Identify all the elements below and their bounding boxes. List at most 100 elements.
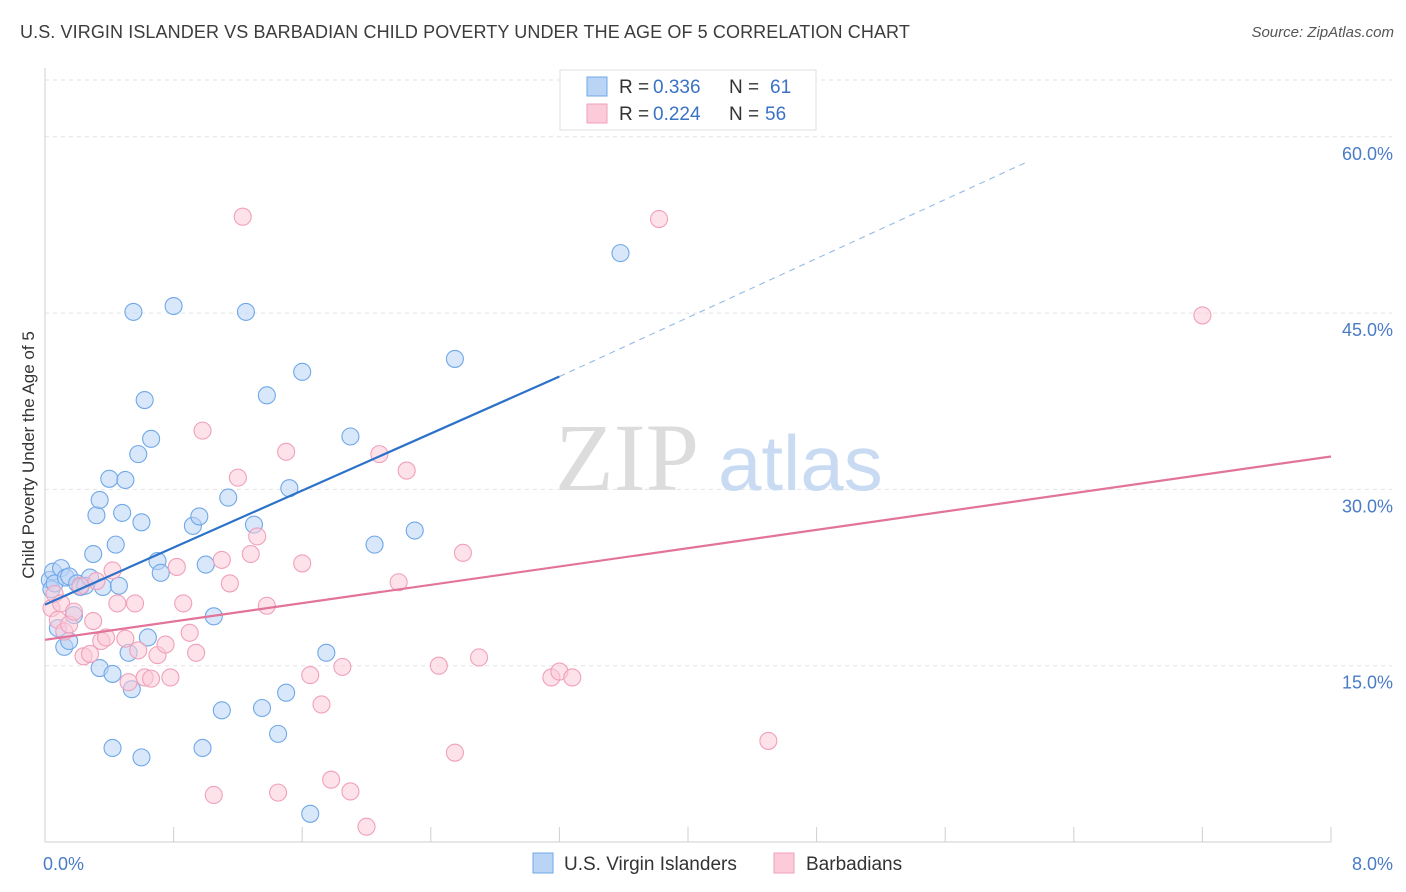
point-barbadian: [167, 557, 186, 577]
point-virgin-islander: [103, 738, 122, 758]
point-virgin-islander: [190, 507, 209, 526]
point-barbadian: [119, 673, 138, 692]
point-virgin-islander: [277, 683, 296, 702]
point-barbadian: [125, 594, 145, 613]
point-barbadian: [180, 623, 199, 642]
watermark-zip: ZIP: [555, 404, 699, 511]
point-barbadian: [142, 669, 161, 688]
point-barbadian: [429, 656, 448, 675]
legend-r-label: R =: [619, 104, 649, 125]
bottom-legend-label-virgin: U.S. Virgin Islanders: [564, 854, 737, 875]
point-barbadian: [1193, 306, 1212, 325]
point-barbadian: [248, 527, 267, 546]
point-barbadian: [312, 695, 331, 714]
point-virgin-islander: [84, 544, 103, 564]
trend-line-virgin-islander-extension: [559, 162, 1026, 378]
point-barbadian: [129, 641, 148, 660]
point-virgin-islander: [257, 386, 276, 405]
point-virgin-islander: [341, 427, 360, 446]
legend-n-value-barbadian: 56: [765, 104, 786, 125]
bottom-legend-swatch-virgin: [532, 852, 554, 874]
point-virgin-islander: [196, 555, 215, 574]
point-barbadian: [293, 554, 312, 573]
point-virgin-islander: [129, 445, 148, 464]
tick-labels: 15.0% 30.0% 45.0% 60.0% 0.0% 8.0%: [43, 144, 1393, 874]
point-virgin-islander: [301, 804, 320, 823]
legend-swatch-virgin: [586, 76, 608, 97]
legend-top: R = 0.336 N = 61 R = 0.224 N = 56: [559, 69, 817, 131]
chart-title: U.S. VIRGIN ISLANDER VS BARBADIAN CHILD …: [20, 22, 910, 42]
point-barbadian: [64, 602, 83, 621]
point-virgin-islander: [113, 503, 132, 522]
point-virgin-islander: [87, 506, 106, 525]
point-barbadian: [233, 207, 252, 226]
legend-r-value-barbadian: 0.224: [653, 104, 701, 125]
point-virgin-islander: [100, 469, 119, 488]
legend-bottom: U.S. Virgin Islanders Barbadians: [532, 852, 902, 875]
point-barbadian: [228, 468, 247, 487]
point-virgin-islander: [193, 738, 212, 758]
point-barbadian: [156, 635, 175, 654]
watermark-atlas: atlas: [718, 419, 883, 507]
point-barbadian: [650, 209, 669, 229]
legend-r-value-virgin: 0.336: [653, 77, 701, 98]
point-virgin-islander: [90, 490, 109, 510]
point-barbadian: [333, 657, 352, 676]
point-barbadian: [204, 785, 223, 805]
point-barbadian: [322, 770, 341, 789]
x-tick-label: 8.0%: [1352, 854, 1393, 874]
point-virgin-islander: [132, 748, 151, 767]
y-axis-label: Child Poverty Under the Age of 5: [19, 331, 38, 579]
point-barbadian: [397, 461, 416, 480]
point-barbadian: [187, 643, 206, 662]
point-barbadian: [341, 782, 360, 801]
point-barbadian: [389, 573, 408, 592]
y-tick-label: 30.0%: [1342, 496, 1393, 516]
point-virgin-islander: [106, 535, 125, 554]
trend-line-virgin-islander: [44, 375, 560, 606]
point-barbadian: [469, 648, 489, 667]
point-barbadian: [108, 594, 127, 613]
point-virgin-islander: [151, 563, 170, 582]
bottom-legend-label-barbadian: Barbadians: [806, 854, 902, 875]
point-virgin-islander: [236, 302, 255, 321]
gridlines: [45, 79, 1392, 667]
y-tick-label: 60.0%: [1342, 144, 1393, 164]
trend-lines: [44, 162, 1332, 641]
y-tick-label: 15.0%: [1342, 673, 1393, 693]
legend-swatch-barbadian: [586, 103, 608, 124]
point-virgin-islander: [317, 643, 336, 662]
point-virgin-islander: [252, 698, 272, 718]
point-barbadian: [563, 668, 582, 687]
point-barbadian: [84, 611, 103, 631]
point-virgin-islander: [405, 521, 424, 540]
data-points: [40, 207, 1212, 836]
point-virgin-islander: [365, 535, 384, 554]
point-virgin-islander: [138, 628, 157, 647]
point-barbadian: [257, 596, 276, 615]
trend-line-barbadian: [44, 455, 1332, 641]
point-barbadian: [193, 421, 212, 440]
point-virgin-islander: [212, 701, 231, 720]
point-virgin-islander: [142, 429, 161, 448]
point-barbadian: [277, 442, 296, 461]
bottom-legend-swatch-barbadian: [773, 852, 795, 874]
legend-r-label: R =: [619, 77, 649, 98]
x-tick-label: 0.0%: [43, 854, 84, 874]
point-barbadian: [174, 594, 193, 613]
y-tick-label: 45.0%: [1342, 320, 1393, 340]
point-barbadian: [453, 543, 473, 562]
legend-n-label: N =: [729, 77, 759, 98]
point-virgin-islander: [445, 349, 464, 368]
point-barbadian: [759, 731, 778, 750]
point-barbadian: [212, 550, 231, 569]
point-barbadian: [241, 544, 260, 564]
point-barbadian: [161, 668, 180, 687]
point-virgin-islander: [611, 244, 630, 263]
point-virgin-islander: [109, 576, 128, 595]
point-barbadian: [269, 783, 288, 802]
legend-n-label: N =: [729, 104, 759, 125]
point-virgin-islander: [293, 362, 312, 381]
point-virgin-islander: [132, 513, 151, 532]
